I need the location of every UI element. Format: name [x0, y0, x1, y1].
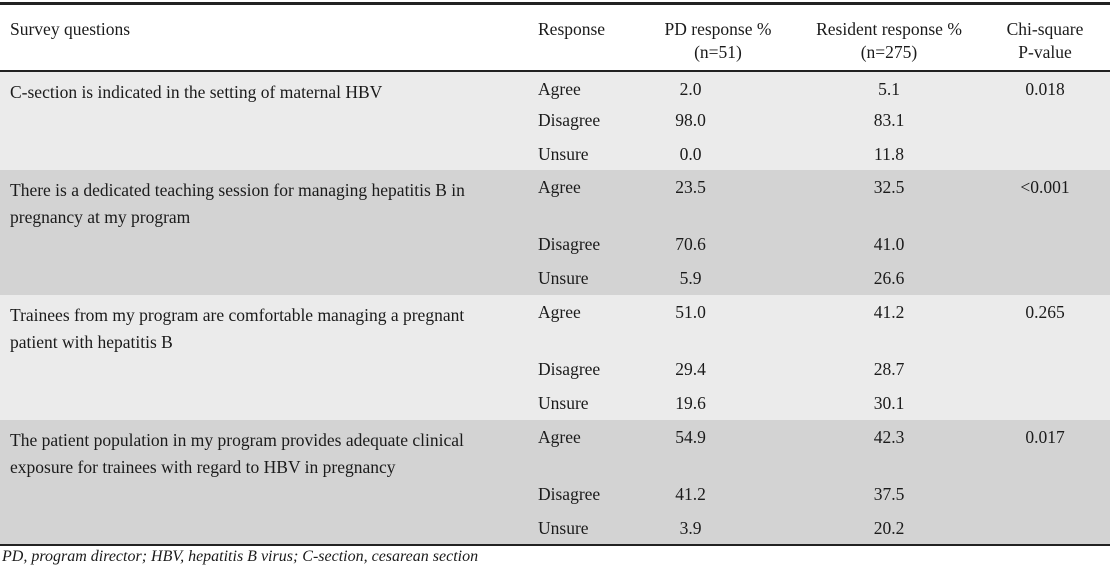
question-group-1: C-section is indicated in the setting of… — [0, 70, 1110, 170]
pd-response-value: 98.0 — [675, 109, 706, 130]
table-row: Disagree 41.2 37.5 — [0, 477, 1110, 511]
survey-question: C-section is indicated in the setting of… — [10, 81, 383, 102]
col-header-response: Response — [538, 19, 606, 39]
header-row: Survey questions Response PD response % … — [0, 3, 1110, 71]
pd-response-value: 23.5 — [675, 176, 706, 197]
col-header-survey-questions: Survey questions — [10, 19, 131, 39]
col-header-resident-line1: Resident response % — [816, 19, 962, 39]
resident-response-value: 37.5 — [873, 483, 905, 504]
pd-response-value: 0.0 — [679, 143, 702, 164]
survey-results-table: Survey questions Response PD response % … — [0, 2, 1110, 546]
resident-response-value: 32.5 — [873, 176, 905, 197]
table-row: Unsure 19.6 30.1 — [0, 386, 1110, 420]
p-value: <0.001 — [1020, 176, 1070, 197]
table-row: There is a dedicated teaching session fo… — [0, 170, 1110, 227]
response-label: Agree — [538, 78, 581, 99]
p-value: 0.265 — [1025, 301, 1065, 322]
resident-response-value: 11.8 — [874, 143, 904, 164]
table-row: Disagree 29.4 28.7 — [0, 352, 1110, 386]
col-header-pd-line1: PD response % — [664, 19, 772, 39]
question-group-4: The patient population in my program pro… — [0, 419, 1110, 545]
resident-response-value: 28.7 — [873, 358, 905, 379]
table-row: Trainees from my program are comfortable… — [0, 295, 1110, 352]
table-row: Disagree 70.6 41.0 — [0, 227, 1110, 261]
survey-question: The patient population in my program pro… — [10, 429, 464, 477]
response-label: Unsure — [538, 392, 589, 413]
table-row: C-section is indicated in the setting of… — [0, 71, 1110, 103]
resident-response-value: 41.2 — [873, 301, 905, 322]
resident-response-value: 30.1 — [873, 392, 905, 413]
response-label: Agree — [538, 301, 581, 322]
resident-response-value: 83.1 — [873, 109, 905, 130]
survey-question: Trainees from my program are comfortable… — [10, 304, 465, 352]
question-group-2: There is a dedicated teaching session fo… — [0, 169, 1110, 295]
col-header-pd-line2: (n=51) — [694, 42, 742, 62]
col-header-resident-line2: (n=275) — [860, 42, 918, 62]
pd-response-value: 3.9 — [679, 517, 702, 538]
pd-response-value: 5.9 — [679, 267, 702, 288]
question-group-3: Trainees from my program are comfortable… — [0, 294, 1110, 420]
table-row: The patient population in my program pro… — [0, 420, 1110, 477]
response-label: Disagree — [538, 233, 601, 254]
pd-response-value: 51.0 — [675, 301, 706, 322]
resident-response-value: 41.0 — [873, 233, 905, 254]
resident-response-value: 20.2 — [873, 517, 905, 538]
pd-response-value: 41.2 — [675, 483, 706, 504]
response-label: Agree — [538, 426, 581, 447]
pd-response-value: 70.6 — [675, 233, 706, 254]
p-value: 0.018 — [1025, 78, 1065, 99]
table-footnote: PD, program director; HBV, hepatitis B v… — [2, 547, 479, 565]
col-header-resident-response: Resident response % (n=275) — [798, 4, 980, 71]
resident-response-value: 26.6 — [873, 267, 905, 288]
survey-question: There is a dedicated teaching session fo… — [10, 179, 465, 227]
pd-response-value: 19.6 — [675, 392, 706, 413]
resident-response-value: 42.3 — [873, 426, 905, 447]
col-header-pd-response: PD response % (n=51) — [638, 4, 798, 71]
table-row: Unsure 0.0 11.8 — [0, 137, 1110, 170]
col-header-chi-line1: Chi-square — [1006, 19, 1084, 39]
pd-response-value: 2.0 — [679, 78, 702, 99]
response-label: Unsure — [538, 267, 589, 288]
resident-response-value: 5.1 — [878, 78, 900, 99]
response-label: Agree — [538, 176, 581, 197]
col-header-chi-line2: P-value — [1018, 42, 1072, 62]
response-label: Unsure — [538, 517, 589, 538]
response-label: Unsure — [538, 143, 589, 164]
table-header: Survey questions Response PD response % … — [0, 3, 1110, 71]
response-label: Disagree — [538, 358, 601, 379]
p-value: 0.017 — [1025, 426, 1065, 447]
col-header-chi-square: Chi-square P-value — [980, 4, 1110, 71]
pd-response-value: 29.4 — [675, 358, 706, 379]
response-label: Disagree — [538, 109, 601, 130]
pd-response-value: 54.9 — [675, 426, 706, 447]
response-label: Disagree — [538, 483, 601, 504]
table-row: Disagree 98.0 83.1 — [0, 103, 1110, 137]
table-row: Unsure 5.9 26.6 — [0, 261, 1110, 295]
table-row: Unsure 3.9 20.2 — [0, 511, 1110, 545]
